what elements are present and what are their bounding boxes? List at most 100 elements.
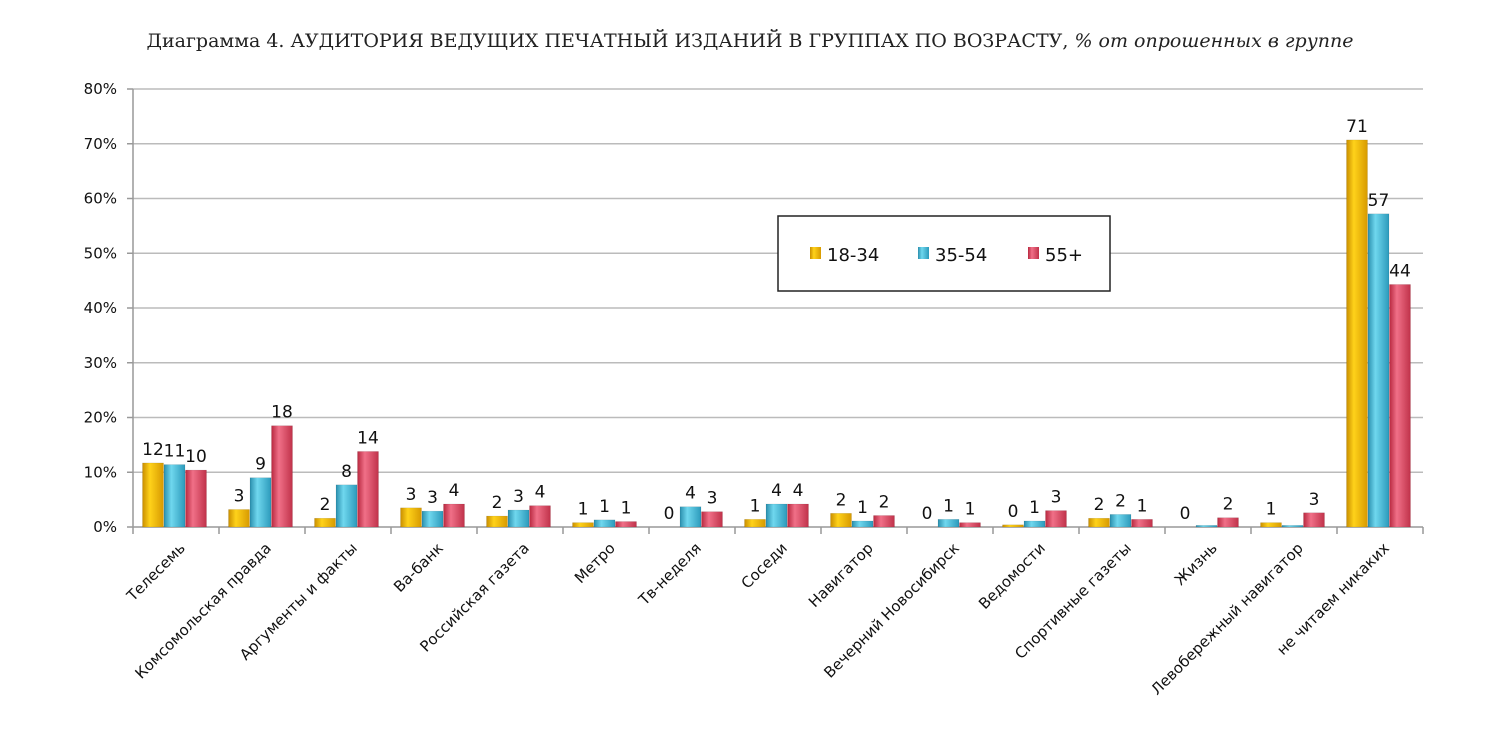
bar-55+-7 [787,503,809,528]
chart-title: Диаграмма 4. АУДИТОРИЯ ВЕДУЩИХ ПЕЧАТНЫЙ … [0,30,1500,52]
data-label: 3 [513,487,524,507]
y-tick-label: 60% [84,190,117,208]
data-label: 0 [664,504,675,524]
bar-35-54-9 [937,519,960,528]
bar-55+-2 [357,451,379,528]
y-tick-label: 40% [84,299,117,317]
data-label: 2 [879,493,890,513]
data-label: 3 [1309,490,1320,510]
bar-55+-5 [615,521,637,528]
data-label: 3 [707,489,718,509]
bar-35-54-13 [1281,525,1304,528]
data-label: 3 [1051,488,1062,508]
data-label: 3 [406,485,417,505]
bar-55+-6 [701,511,723,528]
bar-55+-11 [1131,519,1153,528]
bar-35-54-5 [593,519,616,528]
data-label: 0 [1180,504,1191,524]
y-tick-label: 50% [84,244,117,262]
bar-55+-13 [1303,512,1325,528]
legend-box [777,215,1111,292]
bar-18-34-4 [486,515,508,528]
bar-18-34-10 [1002,524,1024,528]
x-category-label: Комсомольская правда [131,539,274,682]
data-label: 4 [449,481,460,501]
x-category-label: Жизнь [1171,539,1221,589]
bar-35-54-14 [1367,213,1390,528]
y-tick-label: 30% [84,354,117,372]
bar-55+-4 [529,505,551,528]
bar-18-34-7 [744,519,766,528]
data-label: 1 [599,497,610,517]
data-label: 10 [185,447,207,467]
bar-55+-10 [1045,510,1067,528]
subtitle-text: % от опрошенных в группе [1074,30,1354,52]
legend-label: 55+ [1045,245,1083,266]
bar-18-34-3 [400,507,422,528]
x-category-label: Соседи [738,539,791,592]
data-label: 57 [1368,191,1390,211]
data-label: 3 [427,488,438,508]
data-label: 1 [1029,498,1040,518]
bar-18-34-5 [572,522,594,528]
bar-55+-1 [271,425,293,528]
data-label: 0 [922,504,933,524]
data-label: 1 [943,496,954,516]
bar-35-54-11 [1109,514,1132,528]
bar-18-34-0 [142,462,164,528]
legend-swatch-35-54 [918,247,929,259]
y-tick-label: 70% [84,135,117,153]
data-label: 4 [771,481,782,501]
data-label: 18 [271,403,293,423]
bar-18-34-8 [830,513,852,528]
bar-18-34-1 [228,509,250,528]
legend-label: 18-34 [827,245,879,266]
data-label: 8 [341,462,352,482]
y-tick-label: 20% [84,409,117,427]
bar-35-54-7 [765,503,788,528]
y-tick-label: 10% [84,463,117,481]
bar-55+-0 [185,469,207,528]
bar-35-54-3 [421,510,444,528]
data-label: 2 [492,493,503,513]
data-label: 1 [578,500,589,520]
bar-55+-12 [1217,517,1239,528]
data-label: 71 [1346,117,1368,137]
bar-35-54-6 [679,506,702,528]
x-category-label: Левобережный навигатор [1147,539,1306,698]
data-label: 1 [965,500,976,520]
x-category-label: Ва-банк [390,539,447,596]
x-category-label: Метро [571,539,619,587]
legend-swatch-55+ [1028,247,1039,259]
bar-18-34-11 [1088,517,1110,528]
bar-55+-14 [1389,284,1411,528]
bar-55+-8 [873,515,895,528]
data-label: 44 [1389,261,1411,281]
data-label: 4 [685,484,696,504]
bar-35-54-10 [1023,520,1046,528]
x-category-label: Навигатор [805,539,877,611]
data-label: 9 [255,455,266,475]
bar-35-54-8 [851,520,874,528]
data-label: 2 [320,495,331,515]
data-label: 14 [357,428,379,448]
x-category-label: Тв-неделя [634,539,704,609]
data-label: 2 [1094,495,1105,515]
x-category-label: Телесемь [122,539,188,605]
bar-35-54-2 [335,484,358,528]
bar-35-54-4 [507,509,530,528]
data-label: 1 [750,496,761,516]
x-category-label: Ведомости [975,539,1049,613]
data-label: 11 [164,442,186,462]
legend-label: 35-54 [935,245,987,266]
data-label: 4 [535,483,546,503]
data-label: 3 [234,486,245,506]
bar-18-34-13 [1260,522,1282,528]
bar-35-54-0 [163,464,186,528]
y-tick-label: 0% [93,518,117,536]
data-label: 12 [142,440,164,460]
data-label: 1 [1137,496,1148,516]
data-label: 2 [836,490,847,510]
data-label: 1 [857,498,868,518]
